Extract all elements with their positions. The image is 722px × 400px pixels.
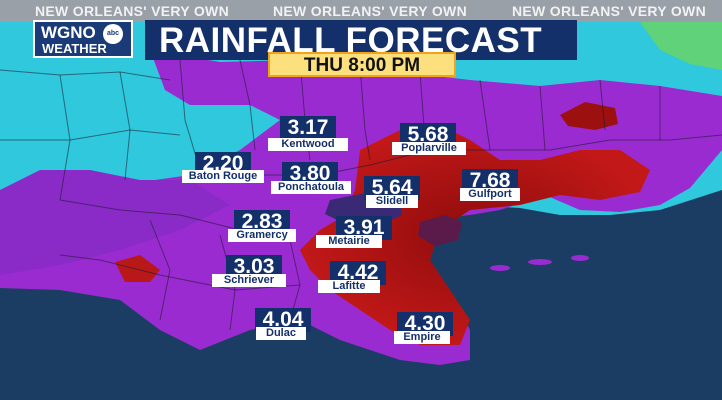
location-name: Ponchatoula: [271, 181, 351, 194]
lake-borgne: [418, 215, 462, 246]
location-name: Gramercy: [228, 229, 296, 242]
rain-zone-mid-west: [0, 170, 230, 275]
location-name: Poplarville: [392, 142, 466, 155]
banner-slogan-right: NEW ORLEANS' VERY OWN: [512, 3, 706, 19]
forecast-time-box: THU 8:00 PM: [268, 52, 456, 77]
parish-borders: [0, 59, 722, 331]
forecast-time: THU 8:00 PM: [303, 55, 421, 76]
location-name: Gulfport: [460, 188, 520, 201]
location-name: Empire: [394, 331, 450, 344]
rain-zone-green: [640, 22, 722, 70]
location-name: Dulac: [256, 327, 306, 340]
logo-weather-label: WEATHER: [42, 41, 107, 56]
location-name: Lafitte: [318, 280, 380, 293]
network-badge: abc: [103, 24, 123, 44]
title-bar: RAINFALL FORECAST: [145, 20, 577, 60]
station-banner: NEW ORLEANS' VERY OWN NEW ORLEANS' VERY …: [0, 0, 722, 22]
logo-call-letters: WGNO: [41, 23, 96, 42]
rain-zone-peak: [560, 102, 618, 130]
rain-zone-high-west: [115, 255, 160, 282]
banner-slogan-center: NEW ORLEANS' VERY OWN: [273, 3, 467, 19]
banner-slogan-left: NEW ORLEANS' VERY OWN: [35, 3, 229, 19]
barrier-islands: [490, 255, 589, 271]
location-name: Baton Rouge: [182, 170, 264, 183]
location-name: Schriever: [212, 274, 286, 287]
location-name: Metairie: [316, 235, 382, 248]
location-name: Slidell: [366, 195, 418, 208]
rainfall-value: 3.17: [280, 116, 336, 140]
coastal-shelf: [0, 300, 480, 400]
station-logo: WGNO abc WEATHER: [33, 20, 133, 58]
mississippi-sound: [462, 196, 722, 400]
location-name: Kentwood: [268, 138, 348, 151]
